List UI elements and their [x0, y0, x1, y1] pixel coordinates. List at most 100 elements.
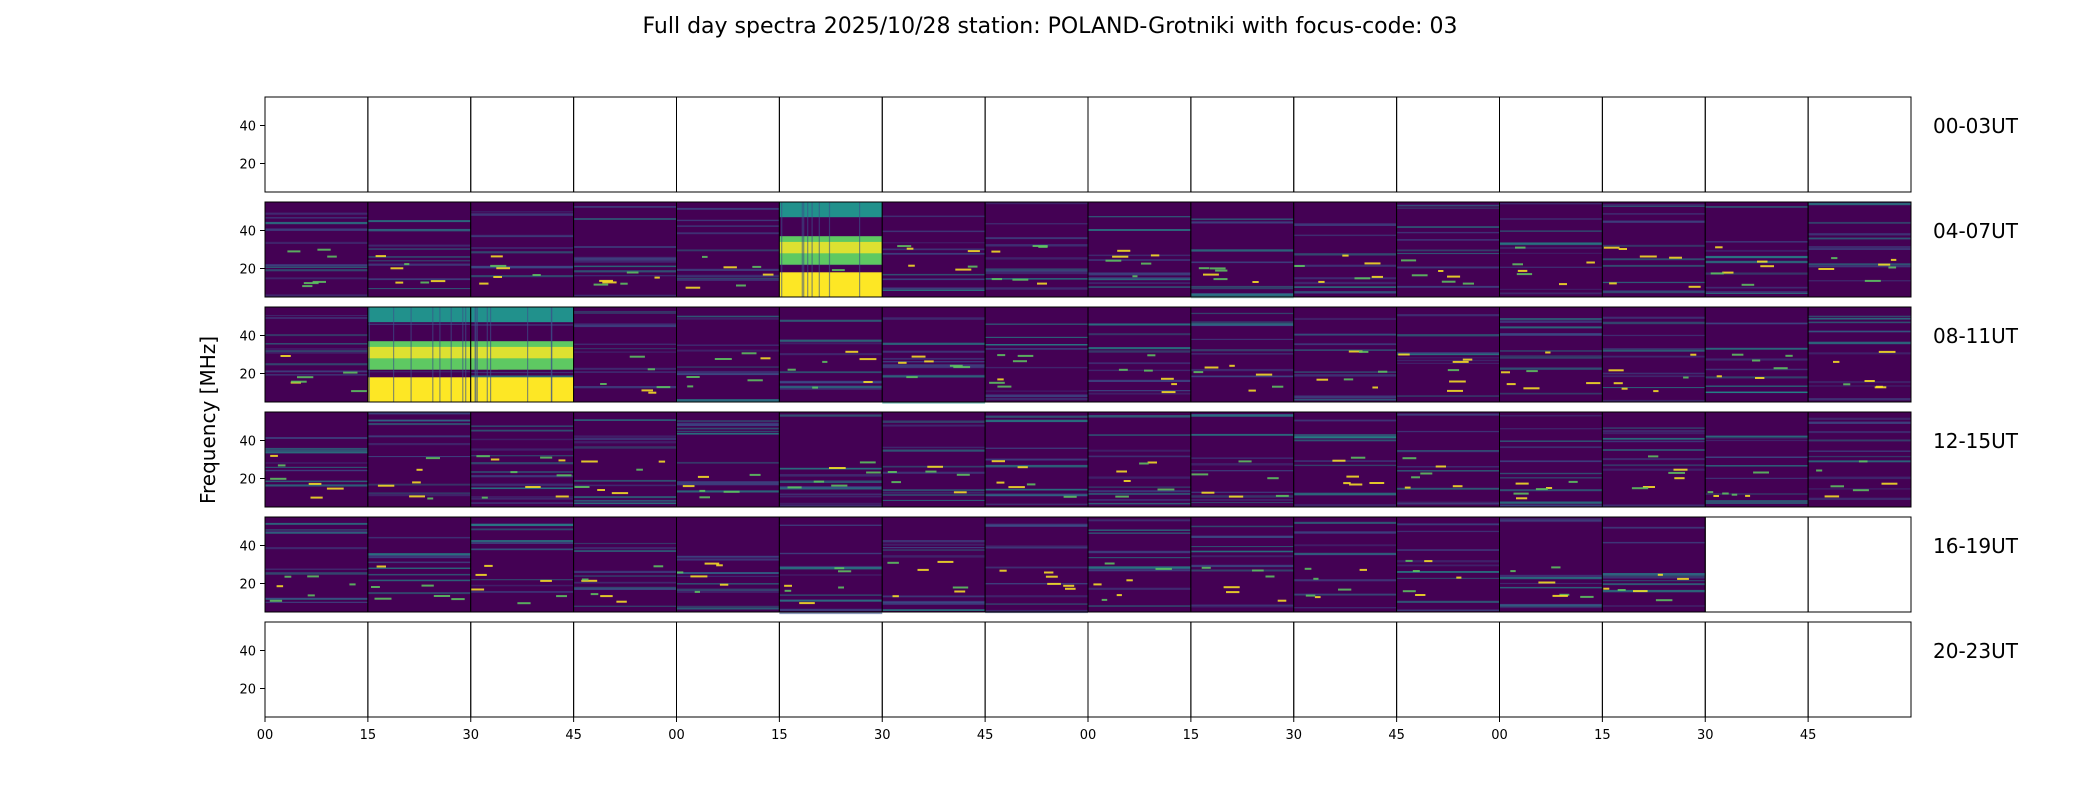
- signal-streak: [404, 263, 410, 266]
- noise-band: [265, 469, 368, 472]
- noise-band: [573, 542, 677, 545]
- burst-stripe: [450, 307, 452, 402]
- noise-band: [1293, 593, 1397, 595]
- signal-streak: [343, 371, 358, 374]
- noise-band: [1396, 231, 1500, 234]
- noise-band: [779, 339, 883, 342]
- signal-streak: [490, 264, 507, 267]
- signal-streak: [1760, 265, 1774, 268]
- signal-streak: [1255, 373, 1273, 376]
- noise-band: [1396, 414, 1500, 416]
- noise-band: [1293, 492, 1397, 495]
- noise-band: [470, 247, 574, 249]
- noise-band: [985, 583, 1088, 585]
- noise-band: [1705, 456, 1809, 458]
- panel-frame: [1293, 96, 1398, 193]
- panel-frame: [984, 621, 1089, 718]
- noise-band: [676, 420, 780, 422]
- signal-streak: [532, 274, 541, 276]
- x-tick-label: 30: [1697, 728, 1714, 743]
- noise-band: [1705, 255, 1809, 258]
- signal-streak: [955, 268, 972, 271]
- panel-frame: [367, 621, 472, 718]
- noise-band: [1396, 239, 1500, 241]
- noise-band: [367, 419, 471, 422]
- noise-band: [1293, 521, 1397, 524]
- signal-streak: [954, 590, 966, 593]
- signal-streak: [1710, 272, 1724, 275]
- signal-streak: [1831, 257, 1838, 260]
- noise-band: [1293, 531, 1397, 533]
- y-tick-label: 40: [239, 225, 256, 240]
- noise-band: [1808, 417, 1911, 420]
- signal-streak: [636, 468, 643, 471]
- noise-band: [985, 603, 1088, 605]
- signal-streak: [1515, 482, 1529, 485]
- noise-band: [1088, 254, 1191, 257]
- spectrum-panel: [1396, 516, 1500, 613]
- panel-background: [265, 307, 368, 402]
- x-tick-label: 15: [1183, 728, 1200, 743]
- noise-band: [265, 437, 368, 439]
- noise-band: [1088, 587, 1191, 590]
- noise-band: [1088, 347, 1191, 350]
- noise-band: [779, 574, 883, 576]
- spectrum-panel: [1293, 201, 1398, 298]
- signal-streak: [1012, 360, 1027, 363]
- panel-frame: [1601, 621, 1706, 718]
- noise-band: [367, 263, 471, 266]
- noise-band: [1602, 573, 1706, 575]
- signal-streak: [451, 598, 465, 601]
- spectrum-panel: [881, 96, 986, 193]
- noise-band: [882, 609, 986, 611]
- signal-streak: [433, 595, 451, 597]
- noise-band: [265, 529, 368, 531]
- signal-streak: [277, 464, 286, 467]
- noise-band: [1088, 455, 1191, 458]
- spectrum-panel: [367, 96, 472, 193]
- burst-stripe: [462, 307, 464, 402]
- noise-band: [676, 366, 780, 368]
- noise-band: [1088, 278, 1191, 281]
- noise-band: [779, 342, 883, 345]
- signal-streak: [1198, 267, 1210, 270]
- x-tick-label: 15: [1594, 728, 1611, 743]
- signal-streak: [1441, 280, 1456, 283]
- noise-band: [1602, 464, 1706, 467]
- spectrum-panel: [367, 411, 472, 508]
- noise-band: [1190, 295, 1294, 297]
- noise-band: [1499, 440, 1603, 442]
- noise-band: [882, 364, 986, 367]
- noise-band: [1499, 586, 1603, 589]
- noise-band: [1396, 501, 1500, 504]
- panel-background: [265, 412, 368, 507]
- signal-streak: [1677, 577, 1689, 580]
- panel-background: [1396, 517, 1500, 612]
- signal-streak: [838, 586, 844, 589]
- signal-streak: [430, 280, 446, 283]
- noise-band: [1396, 207, 1500, 209]
- noise-band: [1602, 349, 1706, 352]
- noise-band: [573, 312, 677, 314]
- noise-band: [1602, 220, 1706, 223]
- burst-stripe: [811, 202, 813, 297]
- panel-frame: [1807, 306, 1912, 403]
- signal-streak: [1690, 353, 1697, 356]
- y-tick-label: 20: [239, 473, 256, 488]
- noise-band: [1088, 550, 1191, 554]
- noise-band: [1499, 333, 1603, 336]
- noise-band: [1293, 395, 1397, 398]
- noise-band: [367, 553, 471, 556]
- noise-band: [1602, 432, 1706, 435]
- signal-streak: [1017, 466, 1028, 469]
- noise-band: [882, 600, 986, 604]
- signal-streak: [1731, 493, 1738, 496]
- signal-streak: [1209, 267, 1226, 270]
- noise-band: [1499, 501, 1603, 504]
- spectrum-panel: [1293, 96, 1398, 193]
- burst-stripe: [486, 307, 488, 402]
- noise-band: [1499, 246, 1603, 249]
- panel-row: 20 40 16-19UT: [239, 516, 2019, 615]
- spectrum-panel: [676, 411, 780, 508]
- spectrum-panel: [1807, 411, 1912, 508]
